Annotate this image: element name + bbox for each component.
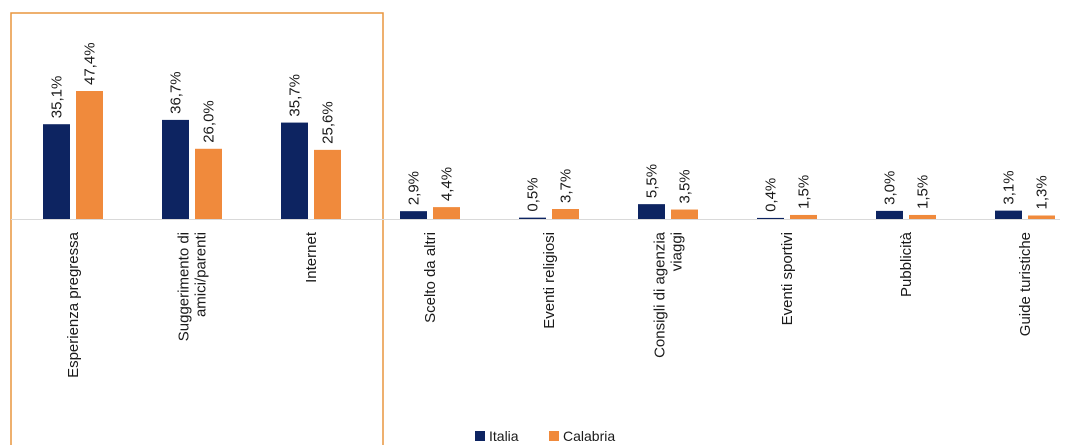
category-label-2: Internet [303,231,320,283]
data-label-calabria-5: 3,5% [677,169,694,203]
bar-italia-3 [400,211,427,219]
bar-calabria-1 [195,148,222,219]
bar-italia-7 [876,210,903,219]
data-label-italia-5: 5,5% [644,164,661,198]
legend-swatch-calabria [549,431,559,441]
bar-calabria-7 [909,214,936,219]
bar-calabria-2 [314,149,341,219]
category-label-1-line-1: amici/parenti [193,232,210,317]
bar-italia-4 [519,217,546,219]
bar-calabria-5 [671,209,698,219]
category-label-6: Eventi sportivi [779,232,796,325]
legend: Italia Calabria [475,428,615,444]
bar-italia-0 [43,124,70,219]
data-label-calabria-2: 25,6% [320,101,337,144]
data-label-italia-4: 0,5% [525,177,542,211]
data-label-italia-3: 2,9% [406,171,423,205]
data-label-calabria-6: 1,5% [796,175,813,209]
data-label-italia-1: 36,7% [168,71,185,114]
category-label-8: Guide turistiche [1017,232,1034,336]
bar-italia-5 [638,204,665,219]
category-label-4: Eventi religiosi [541,232,558,329]
plot-area: 35,1% 47,4% Esperienza pregressa 36,7% 26,0%… [10,12,1060,445]
bar-calabria-4 [552,209,579,219]
bar-calabria-6 [790,214,817,219]
data-label-italia-0: 35,1% [49,76,66,119]
data-label-italia-2: 35,7% [287,74,304,117]
category-label-5-line-0: Consigli di agenzia [652,231,669,358]
bar-italia-2 [281,122,308,219]
data-label-italia-8: 3,1% [1001,170,1018,204]
data-label-italia-7: 3,0% [882,171,899,205]
bar-italia-8 [995,210,1022,219]
data-label-calabria-1: 26,0% [201,100,218,143]
data-label-calabria-4: 3,7% [558,169,575,203]
category-label-5-line-1: viaggi [669,232,686,271]
legend-label-calabria: Calabria [563,428,615,444]
bar-italia-1 [162,119,189,219]
bar-calabria-8 [1028,215,1055,219]
data-label-calabria-8: 1,3% [1034,175,1051,209]
category-label-1-line-0: Suggerimento di [176,232,193,341]
category-label-7: Pubblicità [898,231,915,297]
bar-calabria-0 [76,91,103,219]
legend-swatch-italia [475,431,485,441]
category-label-0: Esperienza pregressa [65,231,82,378]
data-label-italia-6: 0,4% [763,178,780,212]
highlight-frame [10,12,384,445]
category-label-3: Scelto da altri [422,232,439,323]
data-label-calabria-7: 1,5% [915,175,932,209]
bar-italia-6 [757,217,784,219]
bar-calabria-3 [433,207,460,219]
legend-label-italia: Italia [489,428,519,444]
data-label-calabria-0: 47,4% [82,42,99,85]
data-label-calabria-3: 4,4% [439,167,456,201]
